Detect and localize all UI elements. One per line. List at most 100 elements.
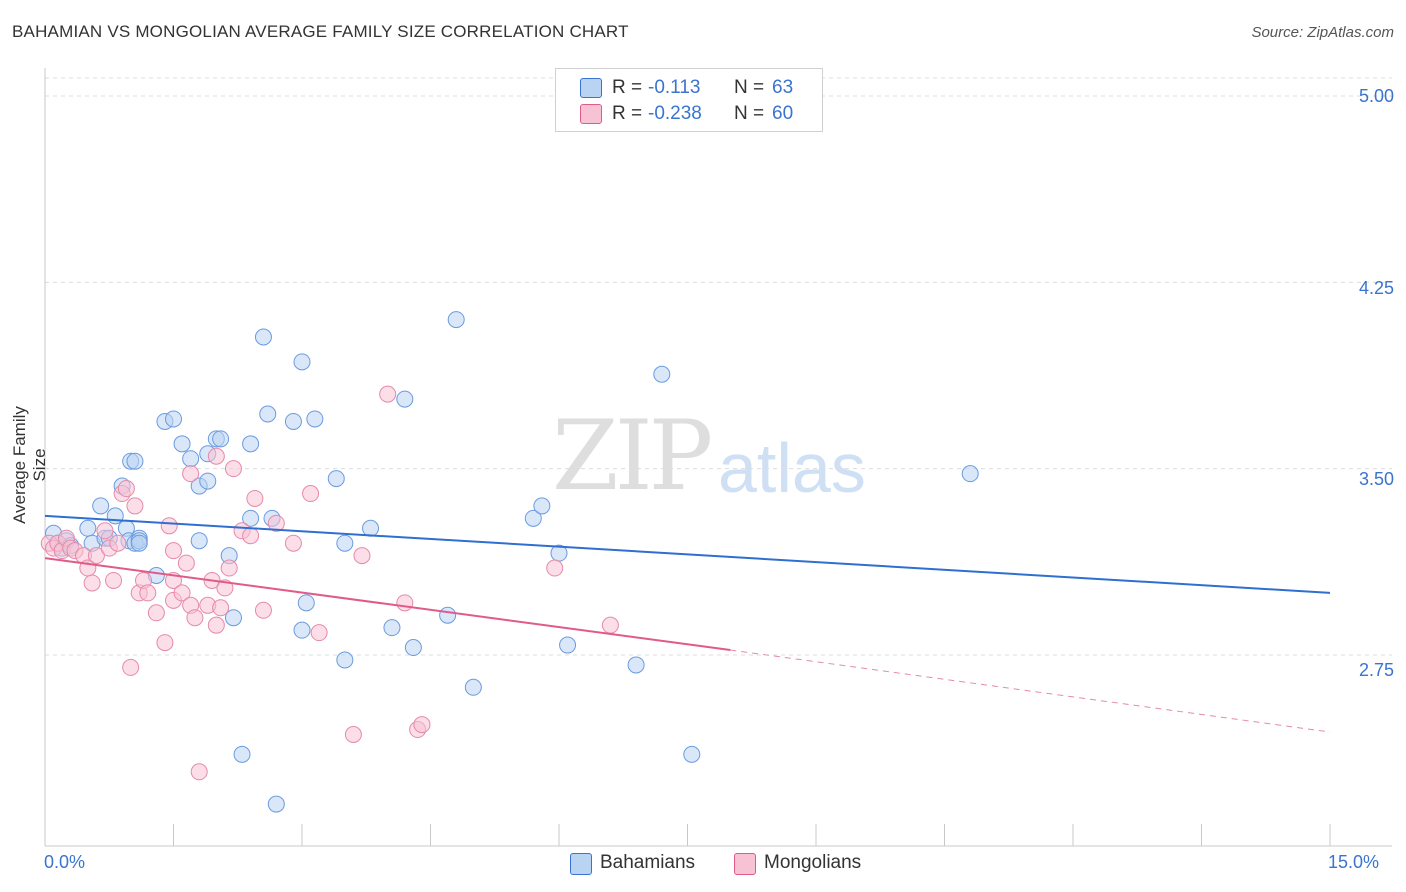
bahamian-point [396, 390, 414, 408]
bahamian-point [199, 472, 217, 490]
mongolian-point [147, 604, 165, 622]
legend-n-value: 60 [772, 103, 794, 124]
mongolian-point [83, 574, 101, 592]
mongolian-point [224, 460, 242, 478]
mongolian-point [344, 726, 362, 744]
bahamian-point [464, 678, 482, 696]
mongolian-point [601, 616, 619, 634]
chart-title: BAHAMIAN VS MONGOLIAN AVERAGE FAMILY SIZ… [12, 22, 629, 41]
legend-r-value: -0.113 [648, 77, 701, 98]
bahamian-point [653, 365, 671, 383]
bahamian-point [293, 353, 311, 371]
mongolian-point [267, 514, 285, 532]
legend-r-label: R = [612, 77, 643, 98]
mongolian-point [96, 522, 114, 540]
legend-n-label: N = [734, 103, 765, 124]
bahamian-point [683, 745, 701, 763]
source-label: Source: ZipAtlas.com [1251, 24, 1394, 41]
bahamian-point [327, 470, 345, 488]
bahamian-point [336, 534, 354, 552]
mongolian-point [177, 554, 195, 572]
x-tick-label-max: 15.0% [1328, 852, 1380, 872]
mongolian-point [186, 609, 204, 627]
legend-swatch-blue [580, 78, 602, 98]
bahamian-point [126, 452, 144, 470]
mongolian-point [413, 716, 431, 734]
y-tick-label-2-75: 2.75 [1358, 660, 1394, 680]
bahamian-point [961, 465, 979, 483]
bahamian-point [533, 497, 551, 515]
bahamian-point [106, 507, 124, 525]
bahamian-point [233, 745, 251, 763]
y-tick-label-4-25: 4.25 [1358, 278, 1394, 298]
mongolian-point [220, 559, 238, 577]
mongolian-point [302, 485, 320, 503]
bahamian-point [165, 410, 182, 428]
bahamian-point [173, 435, 191, 453]
x-tick-label-min: 0.0% [44, 852, 86, 872]
mongolian-point [353, 547, 371, 565]
y-tick-label-5-00: 5.00 [1358, 86, 1394, 106]
bahamian-point [242, 435, 260, 453]
mongolian-point [242, 527, 260, 545]
mongolian-point [246, 489, 264, 507]
bahamian-point [92, 497, 110, 515]
bahamian-point [383, 619, 401, 637]
bahamian-point [130, 534, 148, 552]
mongolian-point [109, 534, 127, 552]
y-tick-label-3-50: 3.50 [1358, 469, 1394, 489]
bottom-legend-label: Bahamians [600, 852, 696, 873]
bahamian-point [297, 594, 315, 612]
y-axis-label: Average Family Size [10, 406, 49, 524]
bahamian-point [524, 509, 542, 527]
mongolian-point [379, 385, 397, 403]
bahamian-point [439, 606, 457, 624]
legend-r-value: -0.238 [648, 103, 702, 124]
mongolian-point [139, 584, 157, 602]
mongolian-point [207, 447, 225, 465]
bahamian-point [254, 328, 272, 346]
mongolian-point [546, 559, 564, 577]
bahamian-point [559, 636, 577, 654]
mongolian-point [122, 658, 140, 676]
mongolian-point [254, 601, 272, 619]
bahamian-point [224, 609, 242, 627]
mongolian-point [190, 763, 208, 781]
bahamian-point [404, 639, 422, 657]
watermark-zip: ZIP [552, 400, 713, 512]
legend-n-value: 63 [772, 77, 794, 98]
mongolian-point [182, 465, 200, 483]
bahamian-point [242, 509, 260, 527]
legend-r-label: R = [612, 103, 643, 124]
mongolian-point [207, 616, 225, 634]
bahamian-point [362, 519, 380, 537]
mongolian-point [117, 480, 135, 498]
bahamian-point [182, 450, 200, 468]
bahamian-point [627, 656, 645, 674]
mongolian-point [284, 534, 302, 552]
bahamian-point [293, 621, 311, 639]
mongolian-point [87, 547, 105, 565]
mongolian-point [165, 542, 182, 560]
mongolian-point [156, 634, 174, 652]
bahamian-point [284, 412, 302, 430]
bahamian-point [447, 311, 465, 329]
bottom-legend-swatch-pink [734, 853, 756, 875]
bahamian-point [190, 532, 208, 550]
bottom-legend-label: Mongolians [764, 852, 862, 873]
bahamian-point [212, 430, 230, 448]
mongolian-point [310, 624, 328, 642]
mongolian-point [396, 594, 414, 612]
mongolian-point [160, 517, 178, 535]
bahamian-point [259, 405, 277, 423]
bottom-legend-swatch-blue [570, 853, 592, 875]
mongolians-trend-line [44, 557, 731, 652]
bahamian-point [306, 410, 324, 428]
bahamian-point [79, 519, 97, 537]
mongolian-point [173, 584, 191, 602]
mongolian-point [216, 579, 234, 597]
mongolian-point [105, 571, 123, 589]
mongolian-point [212, 599, 230, 617]
bahamian-point [267, 795, 285, 813]
